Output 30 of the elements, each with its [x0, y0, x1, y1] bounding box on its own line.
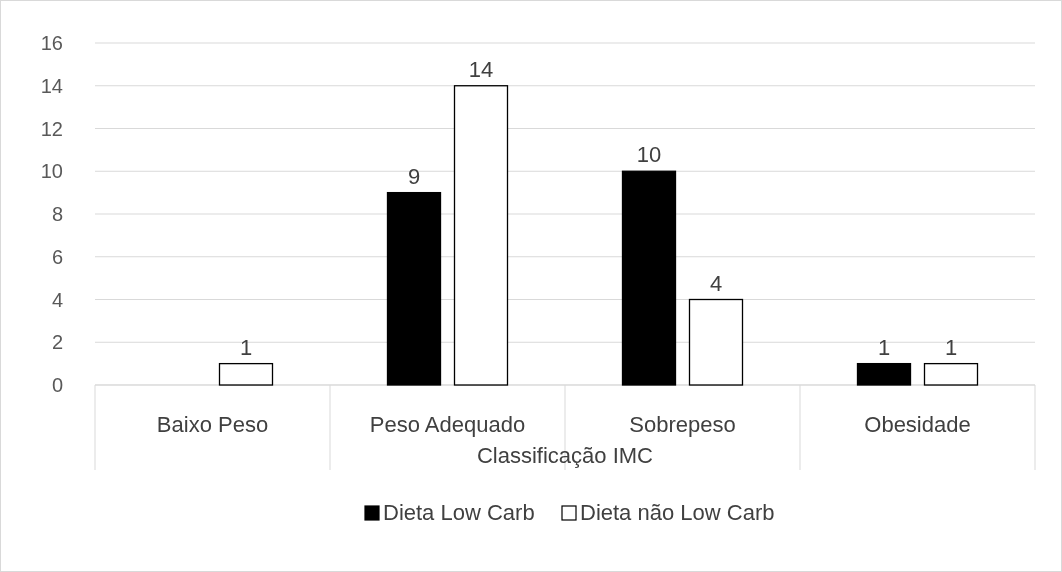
bar: [386, 191, 442, 386]
data-label: 4: [709, 270, 723, 296]
y-tick-label: 2: [51, 331, 63, 354]
x-tick-label: Sobrepeso: [629, 412, 736, 437]
data-label: 1: [944, 334, 958, 360]
legend-label: Dieta não Low Carb: [580, 500, 775, 525]
legend-label: Dieta Low Carb: [383, 500, 535, 525]
y-tick-label: 8: [51, 203, 63, 225]
bar: [688, 298, 744, 386]
y-tick-label: 6: [51, 245, 63, 268]
bar: [923, 362, 979, 386]
y-tick-label: 14: [40, 74, 63, 97]
x-tick-label: Obesidade: [864, 412, 971, 437]
y-tick-label: 10: [40, 160, 63, 183]
data-label: 1: [239, 334, 253, 360]
data-label: 1: [877, 334, 891, 360]
bar: [453, 85, 509, 386]
bar: [218, 362, 274, 386]
x-tick-label: Peso Adequado: [369, 412, 526, 437]
y-tick-label: 12: [40, 117, 63, 140]
y-tick-label: 16: [40, 32, 63, 54]
y-tick-label: 0: [51, 374, 63, 396]
bar: [621, 170, 677, 386]
y-tick-label: 4: [51, 288, 63, 311]
data-label: 10: [636, 142, 662, 168]
x-tick-label: Baixo Peso: [156, 412, 269, 437]
data-label: 14: [468, 56, 494, 82]
x-axis-title: Classificação IMC: [476, 443, 654, 468]
data-label: 9: [407, 163, 421, 189]
bar: [856, 362, 912, 386]
